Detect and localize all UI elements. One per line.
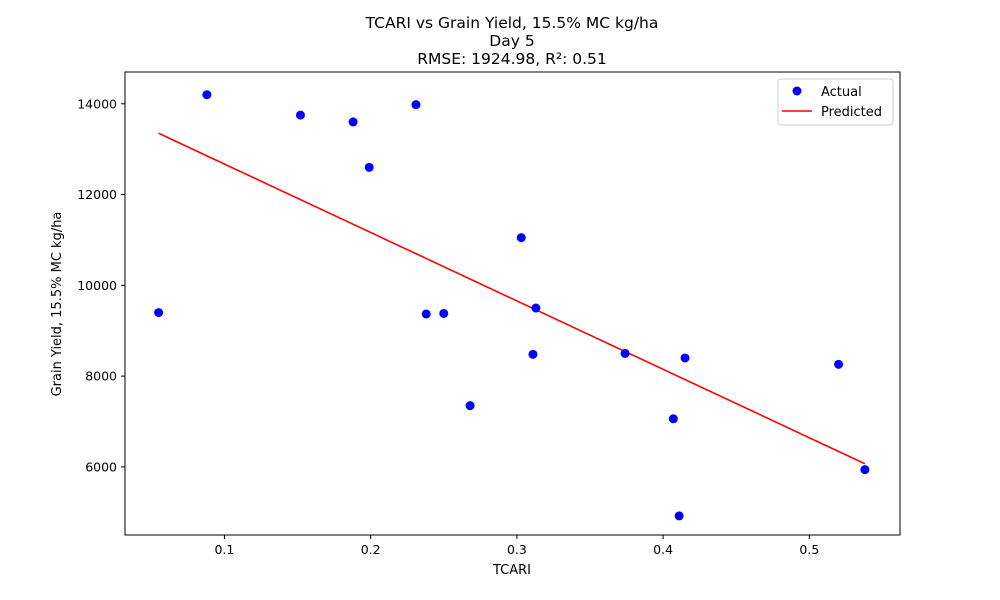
y-tick-label: 14000 — [77, 96, 117, 111]
actual-data-point — [202, 90, 212, 100]
actual-data-point — [531, 303, 541, 313]
x-tick-label: 0.2 — [361, 542, 381, 557]
y-tick-label: 12000 — [77, 187, 117, 202]
actual-data-point — [439, 308, 449, 318]
actual-data-point — [620, 348, 630, 358]
title-line-2: Day 5 — [489, 32, 534, 50]
y-axis: 6000 8000 10000 12000 14000 — [77, 96, 125, 474]
actual-data-point — [295, 110, 305, 120]
legend: Actual Predicted — [777, 78, 894, 126]
actual-data-point — [674, 511, 684, 521]
legend-actual-marker — [792, 86, 802, 96]
actual-data-point — [680, 353, 690, 363]
legend-box — [777, 78, 894, 126]
x-tick-label: 0.1 — [214, 542, 234, 557]
title-line-1: TCARI vs Grain Yield, 15.5% MC kg/ha — [365, 14, 659, 32]
y-axis-label: Grain Yield, 15.5% MC kg/ha — [50, 212, 65, 397]
predicted-regression-line — [158, 132, 866, 465]
legend-actual-label: Actual — [821, 85, 862, 100]
actual-data-point — [834, 359, 844, 369]
legend-predicted-label: Predicted — [821, 105, 882, 120]
x-tick-label: 0.3 — [507, 542, 527, 557]
actual-data-point — [516, 233, 526, 243]
x-axis: 0.1 0.2 0.3 0.4 0.5 — [214, 535, 819, 557]
y-tick-label: 6000 — [85, 459, 117, 474]
x-tick-label: 0.5 — [799, 542, 819, 557]
actual-data-point — [668, 414, 678, 424]
actual-data-point — [348, 117, 358, 127]
x-axis-label: TCARI — [492, 563, 531, 578]
series-layer — [154, 90, 870, 521]
plot-area-frame — [124, 71, 901, 536]
actual-data-point — [860, 465, 870, 475]
y-tick-label: 8000 — [85, 369, 117, 384]
actual-data-point — [411, 100, 421, 110]
actual-data-point — [465, 401, 475, 411]
x-tick-label: 0.4 — [653, 542, 673, 557]
actual-data-point — [528, 349, 538, 359]
actual-data-point — [154, 308, 164, 318]
chart-title: TCARI vs Grain Yield, 15.5% MC kg/ha Day… — [365, 14, 659, 68]
title-line-3: RMSE: 1924.98, R²: 0.51 — [417, 50, 607, 68]
y-tick-label: 10000 — [77, 278, 117, 293]
actual-data-point — [364, 162, 374, 172]
actual-data-point — [421, 309, 431, 319]
